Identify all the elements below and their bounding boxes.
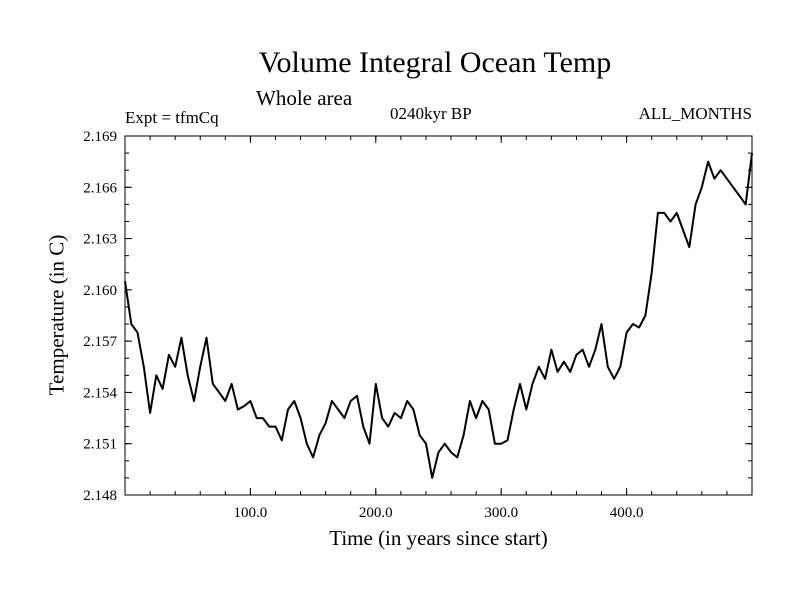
months-caption: ALL_MONTHS: [638, 104, 752, 123]
x-axis-label: Time (in years since start): [329, 526, 548, 550]
y-tick-label: 2.166: [83, 180, 117, 196]
series-line: [124, 152, 753, 479]
y-tick-label: 2.169: [83, 129, 117, 145]
y-tick-label: 2.157: [83, 334, 117, 350]
chart-title: Volume Integral Ocean Temp: [258, 46, 612, 79]
y-tick-label: 2.163: [83, 232, 117, 248]
axis-ticks: [125, 135, 752, 496]
period-caption: 0240kyr BP: [390, 104, 472, 123]
y-tick-label: 2.154: [83, 385, 117, 401]
x-tick-label: 100.0: [234, 505, 268, 521]
x-tick-label: 300.0: [484, 505, 518, 521]
y-tick-label: 2.148: [83, 488, 117, 504]
x-tick-label: 400.0: [610, 505, 644, 521]
y-tick-label: 2.151: [83, 437, 117, 453]
plot-frame: [124, 135, 753, 496]
x-tick-label: 200.0: [359, 505, 393, 521]
y-tick-label: 2.160: [83, 283, 117, 299]
experiment-caption: Expt = tfmCq: [125, 108, 219, 127]
chart-subtitle: Whole area: [256, 86, 353, 110]
axis-tick-labels: 2.148 2.151 2.154 2.157 2.160 2.163 2.166 2.169…: [83, 129, 643, 521]
